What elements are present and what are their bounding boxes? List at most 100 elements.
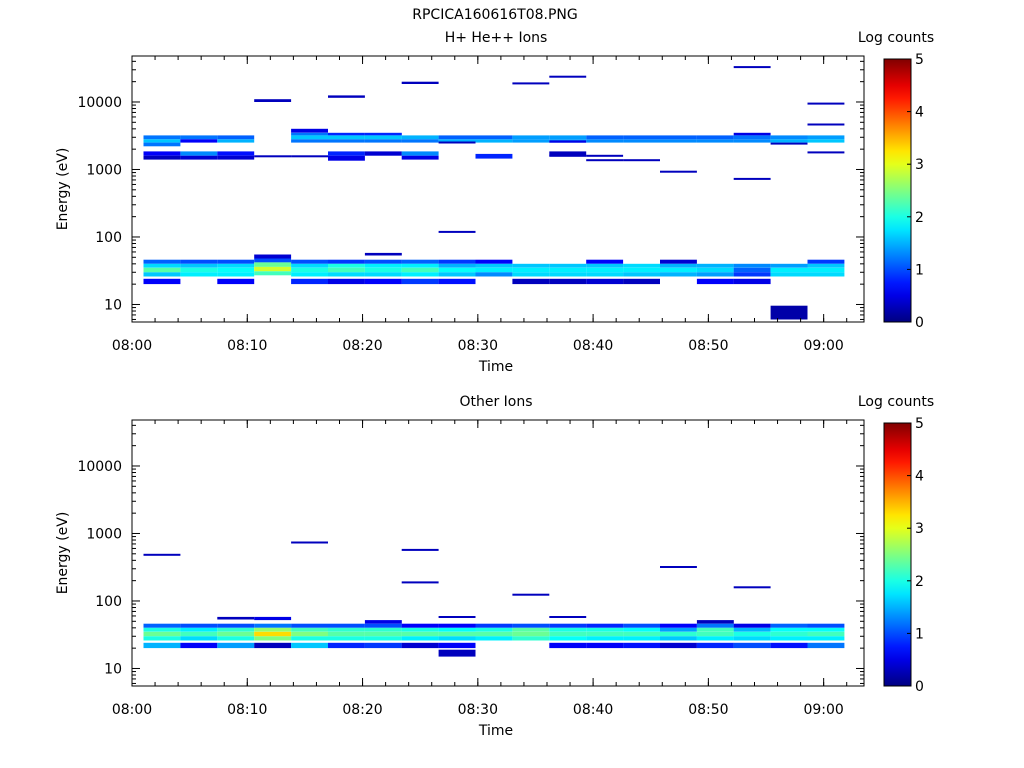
heatmap-cell	[696, 636, 734, 641]
heatmap-cell	[401, 548, 439, 551]
heatmap-cell	[401, 259, 439, 264]
y-tick-label: 10	[104, 661, 122, 677]
x-tick-label: 08:50	[688, 702, 728, 718]
heatmap-cell	[623, 272, 660, 277]
heatmap-cell	[180, 627, 218, 632]
heatmap-cell	[401, 636, 439, 641]
heatmap-cell	[364, 132, 402, 136]
heatmap-cell	[291, 272, 328, 277]
heatmap-cell	[770, 305, 808, 320]
heatmap-cell	[696, 135, 734, 140]
heatmap-cell	[438, 627, 476, 632]
colorbar-tick-label: 1	[915, 626, 924, 642]
colorbar: Log counts 0 1 2 3 4 5	[858, 30, 934, 331]
heatmap-cell	[328, 95, 365, 98]
y-tick-label: 10000	[77, 459, 122, 475]
heatmap-cell	[586, 259, 624, 264]
heatmap-cell	[623, 267, 660, 273]
heatmap-cell	[807, 139, 845, 143]
heatmap-cell	[660, 170, 697, 173]
heatmap-cell	[586, 636, 624, 641]
heatmap-cell	[696, 278, 734, 285]
heatmap-cell	[770, 272, 808, 277]
y-axis-label: Energy (eV)	[55, 512, 71, 595]
heatmap-cell	[586, 623, 624, 628]
heatmap-cell	[733, 177, 771, 180]
heatmap-cell	[254, 616, 292, 621]
heatmap-cell	[807, 272, 845, 277]
heatmap-cell	[512, 631, 550, 637]
heatmap-cell	[623, 135, 660, 140]
colorbar: Log counts 0 1 2 3 4 5	[858, 394, 934, 695]
heatmap-cell	[438, 636, 476, 641]
colorbar-gradient	[884, 59, 911, 322]
heatmap-cell	[438, 135, 476, 140]
heatmap-cell	[217, 623, 255, 628]
heatmap-cell	[180, 139, 218, 143]
heatmap-cell	[660, 267, 697, 273]
panel-title: Other Ions	[459, 394, 532, 410]
heatmap-cell	[401, 139, 439, 143]
heatmap-cell	[549, 631, 587, 637]
heatmap-cell	[254, 254, 292, 259]
heatmap-cell	[770, 139, 808, 143]
heatmap-cell	[364, 631, 402, 637]
heatmap-cell	[586, 272, 624, 277]
heatmap-cell	[586, 642, 624, 649]
heatmap-cell	[401, 272, 439, 277]
heatmap-cell	[401, 267, 439, 273]
heatmap-cell	[254, 99, 292, 102]
heatmap-cell	[217, 627, 255, 632]
heatmap-cell	[586, 278, 624, 285]
heatmap-cell	[660, 627, 697, 632]
heatmap-cell	[770, 642, 808, 649]
heatmap-cell	[143, 636, 181, 641]
heatmap-cell	[807, 623, 845, 628]
heatmap-cell	[364, 263, 402, 268]
heatmap-cell	[328, 631, 365, 637]
heatmap-cell	[254, 631, 292, 637]
heatmap-cell	[512, 263, 550, 268]
heatmap-cell	[733, 267, 771, 273]
heatmap-cell	[254, 623, 292, 628]
x-tick-label: 08:10	[227, 702, 267, 718]
heatmap-cell	[807, 267, 845, 273]
heatmap-cell	[512, 139, 550, 143]
heatmap-cell	[364, 252, 402, 256]
heatmap-cell	[475, 263, 513, 268]
heatmap-cell	[586, 139, 624, 143]
heatmap-cell	[770, 135, 808, 140]
heatmap-cell	[291, 128, 328, 133]
heatmap-cell	[696, 267, 734, 273]
heatmap-cell	[217, 259, 255, 264]
heatmap-cell	[328, 623, 365, 628]
y-tick-label: 100	[95, 230, 122, 246]
heatmap-cell	[733, 636, 771, 641]
heatmap-cell	[549, 623, 587, 628]
heatmap-cell	[660, 636, 697, 641]
heatmap-cell	[143, 259, 181, 264]
heatmap-cell	[217, 642, 255, 649]
heatmap-cell	[807, 627, 845, 632]
heatmap-cell	[401, 278, 439, 285]
heatmap-cell	[733, 586, 771, 589]
heatmap-cell	[696, 272, 734, 277]
heatmap-cell	[438, 642, 476, 649]
heatmap-cell	[475, 631, 513, 637]
heatmap-cell	[143, 631, 181, 637]
heatmap-cell	[401, 623, 439, 628]
heatmap-cell	[475, 139, 513, 143]
x-tick-label: 08:40	[573, 338, 613, 354]
heatmap-cell	[733, 66, 771, 69]
y-tick-label: 10000	[77, 95, 122, 111]
colorbar-tick-label: 0	[915, 679, 924, 695]
heatmap-cell	[217, 151, 255, 156]
heatmap-cell	[291, 267, 328, 273]
heatmap-cell	[512, 627, 550, 632]
heatmap-cell	[328, 267, 365, 273]
heatmap-cell	[770, 263, 808, 268]
heatmap-cell	[291, 642, 328, 649]
heatmap-cell	[143, 135, 181, 140]
heatmap-cell	[180, 636, 218, 641]
colorbar-tick-label: 4	[915, 469, 924, 485]
